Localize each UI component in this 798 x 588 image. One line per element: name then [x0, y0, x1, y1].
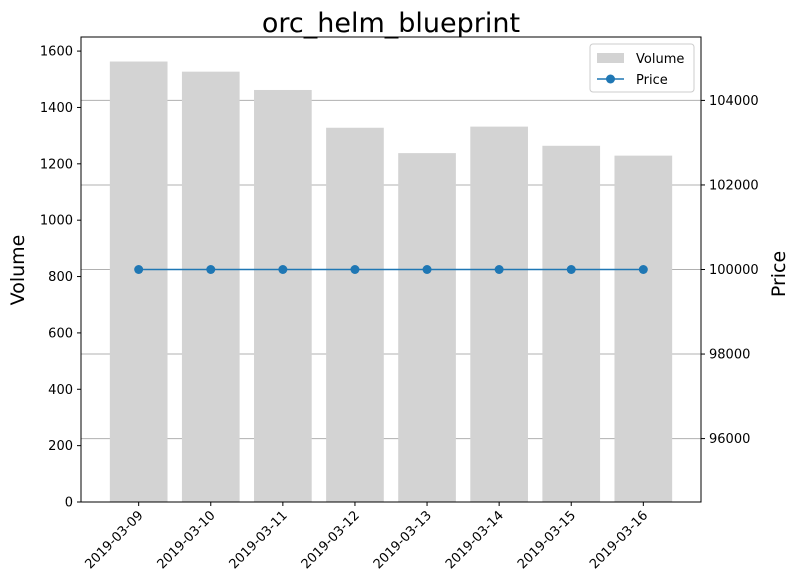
x-tick-label: 2019-03-16: [587, 508, 651, 572]
y-tick-label: 0: [65, 496, 73, 511]
x-tick-label: 2019-03-11: [227, 508, 291, 572]
y-tick-label: 400: [48, 383, 73, 398]
left-axis: 0 200 400 600 800 1000 1200 1400 1600: [40, 45, 81, 511]
price-point: [134, 265, 144, 274]
x-tick-label: 2019-03-13: [371, 508, 435, 572]
x-tick-label: 2019-03-09: [82, 508, 146, 572]
y2-tick-label: 104000: [709, 94, 759, 109]
legend-price-marker: [606, 74, 615, 84]
y-tick-label: 1200: [40, 157, 73, 172]
y2-tick-label: 98000: [709, 348, 750, 363]
price-point: [494, 265, 504, 274]
x-tick-label: 2019-03-14: [443, 508, 507, 572]
price-point: [638, 265, 648, 274]
x-tick-label: 2019-03-15: [515, 508, 579, 572]
y-axis-title: Volume: [7, 235, 29, 306]
y2-tick-label: 96000: [709, 432, 750, 447]
line-layer: [134, 265, 648, 274]
volume-bar: [398, 153, 456, 503]
legend: Volume Price: [589, 43, 695, 93]
y-tick-label: 600: [48, 326, 73, 341]
y2-axis-title: Price: [768, 251, 790, 297]
volume-bar: [614, 155, 673, 503]
volume-bar: [326, 127, 384, 502]
volume-bar: [181, 71, 240, 502]
bar-layer: [109, 61, 673, 503]
y-tick-label: 800: [48, 270, 73, 285]
y-tick-label: 1000: [40, 214, 73, 229]
x-tick-label: 2019-03-10: [155, 508, 219, 572]
legend-volume-swatch: [597, 53, 624, 63]
x-axis: 2019-03-09 2019-03-10 2019-03-11 2019-03-12…: [82, 502, 651, 572]
volume-bar: [254, 89, 312, 503]
x-tick-label: 2019-03-12: [299, 508, 363, 572]
price-point: [422, 265, 432, 274]
volume-bar: [109, 61, 168, 502]
price-point: [566, 265, 576, 274]
y-tick-label: 1400: [40, 101, 73, 116]
y2-tick-label: 100000: [709, 263, 759, 278]
price-point: [278, 265, 288, 274]
y-tick-label: 1600: [40, 45, 73, 60]
chart-title: orc_helm_blueprint: [262, 8, 520, 39]
right-axis: 96000 98000 100000 102000 104000: [701, 94, 759, 447]
volume-bar: [470, 126, 528, 503]
legend-price-label: Price: [636, 73, 668, 88]
y2-tick-label: 102000: [709, 178, 759, 193]
volume-bar: [542, 145, 601, 503]
price-point: [206, 265, 216, 274]
price-point: [350, 265, 360, 274]
legend-volume-label: Volume: [636, 52, 684, 67]
y-tick-label: 200: [48, 439, 73, 454]
